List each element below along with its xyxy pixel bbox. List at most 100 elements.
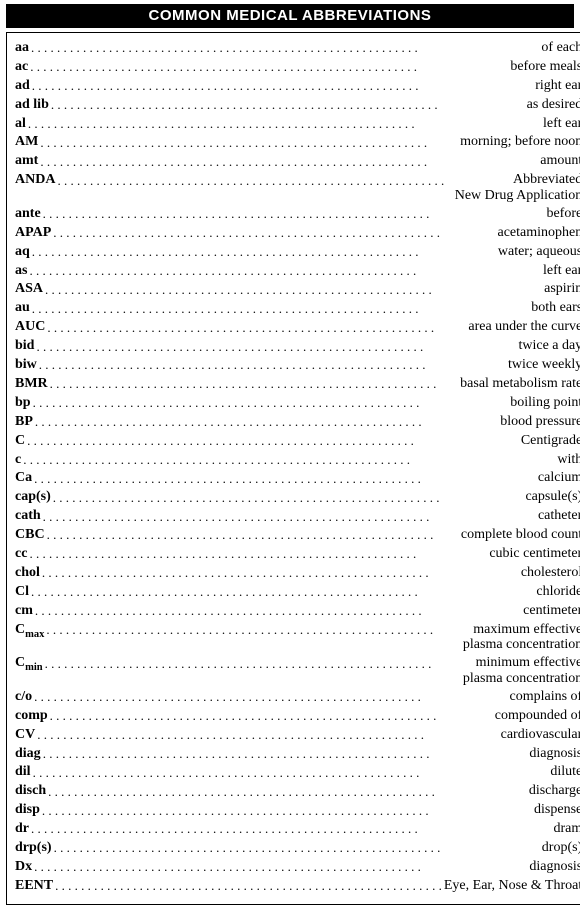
- leader-dots: [45, 655, 474, 673]
- leader-dots: [31, 39, 539, 57]
- leader-dots: [34, 688, 507, 706]
- abbr-entry: drdram: [15, 820, 580, 839]
- abbr-term: c/o: [15, 688, 34, 707]
- abbr-entry: BP blood pressure: [15, 413, 580, 432]
- abbr-term: as: [15, 262, 29, 281]
- abbr-entry: compcompounded of: [15, 707, 580, 726]
- abbr-entry: AMmorning; before noon: [15, 133, 580, 152]
- leader-dots: [33, 394, 509, 412]
- abbr-term: cc: [15, 545, 29, 564]
- abbr-entry: aa of each: [15, 39, 580, 58]
- abbr-entry: BMRbasal metabolism rate: [15, 375, 580, 394]
- abbr-term: diag: [15, 745, 43, 764]
- abbr-entry: antebefore: [15, 205, 580, 224]
- abbr-definition: left ear: [541, 115, 580, 134]
- leader-dots: [43, 205, 545, 223]
- abbr-entry: APAP acetaminophen: [15, 224, 580, 243]
- leader-dots: [27, 432, 519, 450]
- leader-dots: [31, 820, 551, 838]
- abbr-entry: Cl chloride: [15, 583, 580, 602]
- abbr-entry: disch discharge: [15, 782, 580, 801]
- abbr-term: cm: [15, 602, 35, 621]
- abbr-entry: ANDAAbbreviated: [15, 171, 580, 190]
- abbr-definition: as desired: [525, 96, 580, 115]
- leader-dots: [31, 583, 534, 601]
- abbr-term: c: [15, 451, 23, 470]
- abbr-definition: discharge: [527, 782, 580, 801]
- abbr-entry: AUCarea under the curve: [15, 318, 580, 337]
- columns: aaof eachacbefore mealsadright earad lib…: [6, 32, 574, 905]
- leader-dots: [40, 153, 538, 171]
- abbr-entry: CCentigrade: [15, 432, 580, 451]
- abbr-definition: chloride: [534, 583, 580, 602]
- leader-dots: [42, 564, 519, 582]
- leader-dots: [32, 243, 496, 261]
- abbr-definition-cont: plasma concentration: [15, 637, 580, 654]
- abbr-entry: cholcholesterol: [15, 564, 580, 583]
- abbr-entry: asleft ear: [15, 262, 580, 281]
- abbr-definition: complains of: [508, 688, 580, 707]
- abbr-definition: diagnosis: [527, 858, 580, 877]
- abbr-definition: blood pressure: [498, 413, 580, 432]
- leader-dots: [29, 545, 487, 563]
- leader-dots: [23, 451, 555, 469]
- abbr-term: ad lib: [15, 96, 51, 115]
- abbr-entry: cc cubic centimeter: [15, 545, 580, 564]
- abbr-definition: twice a day: [516, 337, 580, 356]
- abbr-term: Cl: [15, 583, 31, 602]
- abbr-term: CBC: [15, 526, 47, 545]
- abbr-entry: bidtwice a day: [15, 337, 580, 356]
- abbr-definition: of each: [539, 39, 580, 58]
- abbr-definition: water; aqueous: [496, 243, 580, 262]
- abbr-entry: cwith: [15, 451, 580, 470]
- abbr-term: ANDA: [15, 171, 57, 190]
- abbr-definition: before meals: [508, 58, 580, 77]
- abbr-term: Cmin: [15, 654, 45, 673]
- page: COMMON MEDICAL ABBREVIATIONS aaof eachac…: [0, 0, 580, 911]
- abbr-term: amt: [15, 152, 40, 171]
- abbr-definition: cubic centimeter: [487, 545, 580, 564]
- abbr-term: BP: [15, 413, 35, 432]
- leader-dots: [53, 489, 524, 507]
- abbr-entry: amtamount: [15, 152, 580, 171]
- leader-dots: [45, 281, 542, 299]
- abbr-definition: morning; before noon: [458, 133, 580, 152]
- abbr-term: al: [15, 115, 28, 134]
- abbr-term: biw: [15, 356, 39, 375]
- abbr-definition: catheter: [536, 507, 580, 526]
- abbr-term: BMR: [15, 375, 50, 394]
- abbr-definition: acetaminophen: [495, 224, 580, 243]
- abbr-definition: Eye, Ear, Nose & Throat: [442, 877, 580, 896]
- leader-dots: [42, 802, 532, 820]
- leader-dots: [35, 602, 521, 620]
- leader-dots: [51, 96, 525, 114]
- abbr-entry: EENTEye, Ear, Nose & Throat: [15, 877, 580, 896]
- abbr-term: APAP: [15, 224, 53, 243]
- abbr-entry: bpboiling point: [15, 394, 580, 413]
- abbr-entry: drp(s)drop(s): [15, 839, 580, 858]
- leader-dots: [57, 172, 511, 190]
- abbr-term: cap(s): [15, 488, 53, 507]
- abbr-definition: dilute: [548, 763, 580, 782]
- abbr-entry: CBCcomplete blood count: [15, 526, 580, 545]
- abbr-term: ac: [15, 58, 30, 77]
- abbr-term: Dx: [15, 858, 34, 877]
- abbr-term: disch: [15, 782, 48, 801]
- abbr-definition: drop(s): [540, 839, 580, 858]
- leader-dots: [54, 839, 540, 857]
- abbr-term: aa: [15, 39, 31, 58]
- leader-dots: [53, 224, 495, 242]
- abbr-term: bp: [15, 394, 33, 413]
- leader-dots: [35, 413, 498, 431]
- abbr-definition: Centigrade: [519, 432, 580, 451]
- abbr-definition: capsule(s): [523, 488, 580, 507]
- abbr-term: Ca: [15, 469, 34, 488]
- abbr-term: ASA: [15, 280, 45, 299]
- abbr-definition-cont: plasma concentration: [15, 671, 580, 688]
- leader-dots: [28, 115, 541, 133]
- abbr-definition: compounded of: [493, 707, 580, 726]
- abbr-entry: diagdiagnosis: [15, 745, 580, 764]
- abbr-definition: cholesterol: [519, 564, 580, 583]
- abbr-entry: dispdispense: [15, 801, 580, 820]
- abbr-term: au: [15, 299, 32, 318]
